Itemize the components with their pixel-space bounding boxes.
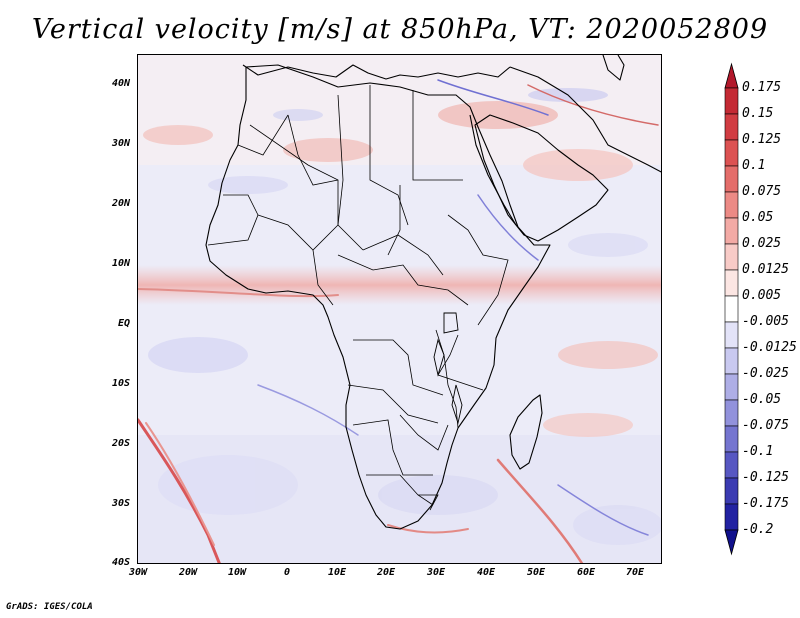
- colorbar-segment: [724, 373, 739, 401]
- country-borders: [207, 85, 509, 511]
- lon-label-40e: 40E: [476, 567, 496, 578]
- colorbar-segment: [724, 425, 739, 453]
- colorbar-segment: [724, 191, 739, 219]
- colorbar-tick-label: 0.05: [742, 210, 774, 225]
- colorbar-tick-label: -0.125: [742, 470, 789, 485]
- subsidence-streaks: [257, 79, 649, 536]
- itcz-band: [138, 265, 661, 305]
- map-plot-area: [137, 54, 662, 564]
- colorbar-segment: [724, 139, 739, 167]
- lat-label-30n: 30N: [111, 138, 130, 149]
- lat-label-20s: 20S: [111, 438, 130, 449]
- colorbar-tick-label: 0.0125: [742, 262, 789, 277]
- lat-label-10n: 10N: [111, 258, 130, 269]
- africa-coastline: [205, 64, 551, 530]
- map-title: Vertical velocity [m/s] at 850hPa, VT: 2…: [31, 14, 769, 45]
- colorbar-segment: [724, 347, 739, 375]
- colorbar-tick-label: 0.15: [742, 106, 774, 121]
- lat-label-40s: 40S: [111, 557, 130, 568]
- colorbar-tick-label: 0.025: [742, 236, 782, 251]
- colorbar-tick-label: 0.005: [742, 288, 782, 303]
- lat-label-eq: EQ: [117, 318, 130, 329]
- colorbar-segment: [724, 87, 739, 115]
- colorbar-segment: [724, 503, 739, 531]
- lon-label-20w: 20W: [178, 567, 198, 578]
- lon-label-30w: 30W: [128, 567, 148, 578]
- europe-coastline: [242, 64, 511, 80]
- lon-label-60e: 60E: [576, 567, 596, 578]
- lon-label-70e: 70E: [625, 567, 645, 578]
- colorbar-segment: [724, 243, 739, 271]
- colorbar-segment: [724, 295, 739, 323]
- red-sea-coast: [469, 114, 517, 226]
- colorbar-min-triangle: [724, 529, 739, 556]
- colorbar-segment: [724, 165, 739, 193]
- colorbar-segment: [724, 477, 739, 505]
- colorbar-segment: [724, 113, 739, 141]
- colorbar-segment: [724, 399, 739, 427]
- colorbar-tick-label: -0.2: [742, 522, 774, 537]
- colorbar-segment: [724, 269, 739, 297]
- colorbar-tick-label: 0.1: [742, 158, 766, 173]
- lon-label-20e: 20E: [376, 567, 396, 578]
- colorbar-tick-label: -0.025: [742, 366, 789, 381]
- asia-coastline: [509, 66, 661, 173]
- lat-label-20n: 20N: [111, 198, 130, 209]
- madagascar-coastline: [509, 394, 543, 470]
- colorbar-segment: [724, 217, 739, 245]
- lat-label-30s: 30S: [111, 498, 130, 509]
- lon-label-50e: 50E: [526, 567, 546, 578]
- colorbar-tick-label: -0.0125: [742, 340, 797, 355]
- caspian-coastline: [602, 55, 625, 81]
- lon-label-10w: 10W: [227, 567, 247, 578]
- field-north: [138, 55, 661, 165]
- colorbar-tick-label: -0.075: [742, 418, 789, 433]
- lakes: [433, 312, 463, 425]
- lon-label-0: 0: [283, 567, 291, 578]
- colorbar-segment: [724, 451, 739, 479]
- lat-label-40n: 40N: [111, 78, 130, 89]
- ascent-streaks: [138, 84, 659, 563]
- colorbar-tick-label: -0.175: [742, 496, 789, 511]
- colorbar-tick-label: 0.075: [742, 184, 782, 199]
- africa-vertical-velocity-map: [138, 55, 661, 563]
- coastlines: [205, 55, 661, 530]
- colorbar-tick-label: -0.1: [742, 444, 774, 459]
- colorbar-tick-label: 0.125: [742, 132, 782, 147]
- lon-label-30e: 30E: [426, 567, 446, 578]
- colorbar-tick-label: -0.05: [742, 392, 782, 407]
- lon-label-10e: 10E: [327, 567, 347, 578]
- lat-label-10s: 10S: [111, 378, 130, 389]
- colorbar-segment: [724, 321, 739, 349]
- arabia-coastline: [474, 114, 609, 242]
- grads-credit: GrADS: IGES/COLA: [6, 602, 93, 612]
- colorbar-tick-label: -0.005: [742, 314, 789, 329]
- colorbar-tick-label: 0.175: [742, 80, 782, 95]
- colorbar-max-triangle: [724, 62, 739, 89]
